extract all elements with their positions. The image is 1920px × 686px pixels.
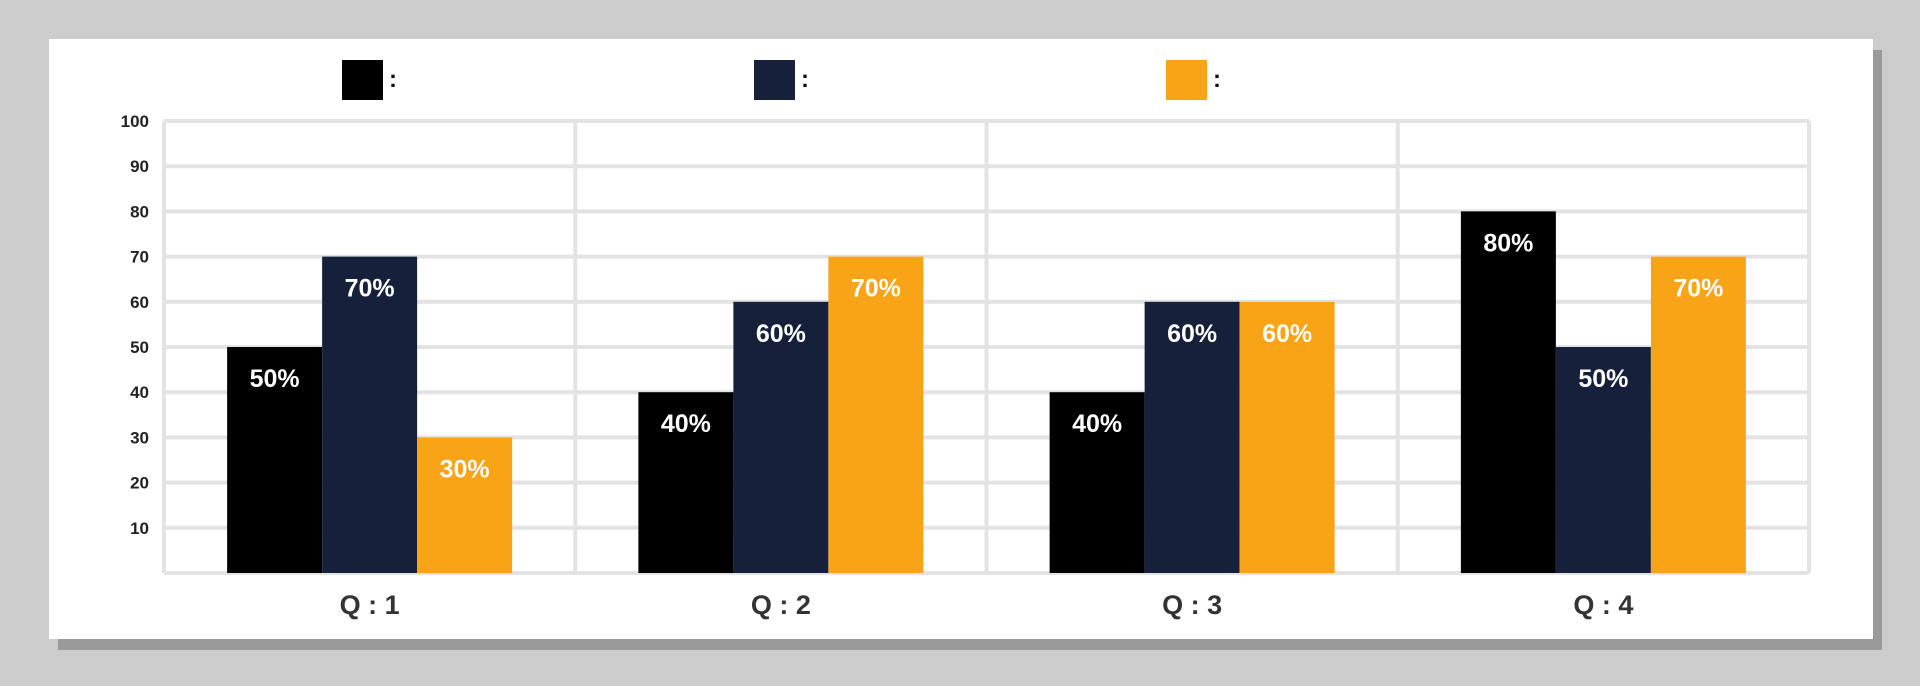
x-category-label: Q : 3 — [1162, 590, 1222, 620]
bar-data-label: 70% — [851, 275, 901, 303]
bar-data-label: 30% — [440, 455, 490, 483]
y-tick-label: 60 — [130, 293, 149, 312]
bar — [1239, 301, 1335, 573]
bar — [322, 256, 418, 573]
x-category-label: Q : 2 — [751, 590, 811, 620]
y-tick-label: 30 — [130, 428, 149, 447]
legend-swatch — [754, 60, 795, 100]
bar-data-label: 40% — [661, 410, 711, 438]
legend-label: : — [801, 66, 809, 93]
legend-swatch — [1166, 60, 1207, 100]
bar — [733, 301, 829, 573]
y-tick-label: 10 — [130, 519, 149, 538]
bar — [1650, 256, 1746, 573]
bar-data-label: 50% — [250, 365, 300, 393]
legend-label: : — [1213, 66, 1221, 93]
bar-data-label: 70% — [345, 275, 395, 303]
bar-data-label: 60% — [1262, 320, 1312, 348]
y-tick-label: 70 — [130, 248, 149, 267]
bar-data-label: 60% — [1167, 320, 1217, 348]
bar — [638, 392, 734, 573]
bar-data-label: 60% — [756, 320, 806, 348]
y-tick-label: 80 — [130, 202, 149, 221]
y-tick-label: 50 — [130, 338, 149, 357]
bar — [1144, 301, 1240, 573]
bar — [1460, 211, 1556, 573]
legend-label: : — [389, 66, 397, 93]
bar-data-label: 50% — [1578, 365, 1628, 393]
y-tick-label: 100 — [121, 112, 149, 131]
legend-swatch — [342, 60, 383, 100]
bar-data-label: 70% — [1673, 275, 1723, 303]
bar — [1555, 347, 1651, 573]
bar — [227, 347, 323, 573]
y-tick-label: 40 — [130, 383, 149, 402]
bar — [417, 437, 513, 573]
x-category-label: Q : 1 — [340, 590, 400, 620]
bar — [828, 256, 924, 573]
bar-data-label: 80% — [1483, 229, 1533, 257]
bar — [1049, 392, 1145, 573]
x-category-label: Q : 4 — [1573, 590, 1633, 620]
y-tick-label: 90 — [130, 157, 149, 176]
y-tick-label: 20 — [130, 474, 149, 493]
bar-data-label: 40% — [1072, 410, 1122, 438]
